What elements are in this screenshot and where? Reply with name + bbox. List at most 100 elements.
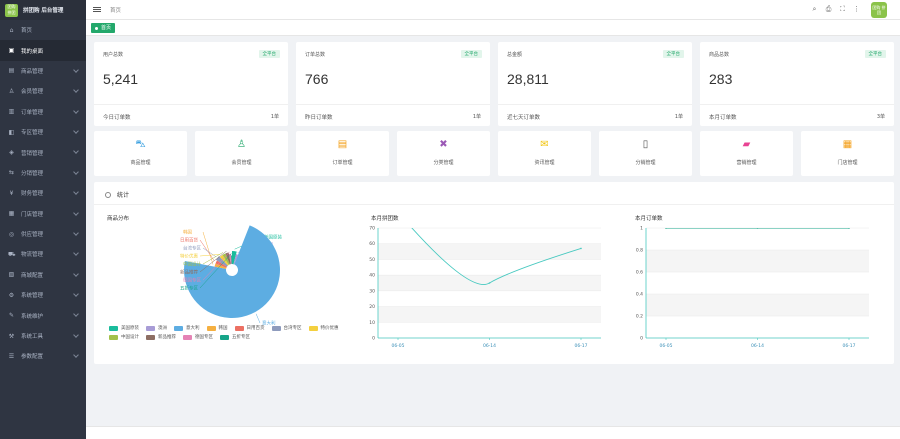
status-badge: 全平台 <box>460 50 482 58</box>
sidebar-item-3[interactable]: ♙ 会员管理 <box>0 81 86 101</box>
shortcut-tile-0[interactable]: ⛍ 商品管理 <box>94 131 187 176</box>
shortcut-label: 订单管理 <box>332 160 353 166</box>
menu-toggle-icon[interactable] <box>93 5 101 14</box>
sidebar-item-label: 专区管理 <box>21 130 44 137</box>
legend-item[interactable]: 澳洲 <box>146 325 167 331</box>
status-badge: 全平台 <box>258 50 280 58</box>
avatar[interactable]: 团购 拼团 <box>871 2 887 18</box>
sidebar-item-label: 财务管理 <box>21 191 44 198</box>
sidebar-item-9[interactable]: ▦ 门店管理 <box>0 204 86 224</box>
breadcrumb[interactable]: 首页 <box>110 7 122 14</box>
pie-slice[interactable] <box>228 253 232 265</box>
sidebar-item-7[interactable]: ⇆ 分销管理 <box>0 163 86 183</box>
shortcut-tile-2[interactable]: ▤ 订单管理 <box>296 131 389 176</box>
sidebar-item-5[interactable]: ◧ 专区管理 <box>0 122 86 142</box>
stats-icon <box>105 191 111 198</box>
pie-label: 美国原装 <box>264 234 282 241</box>
shortcut-tile-1[interactable]: ♙ 会员管理 <box>195 131 288 176</box>
pie-slice[interactable] <box>215 260 227 268</box>
shortcut-tile-3[interactable]: ✖ 分类管理 <box>397 131 490 176</box>
sidebar-item-4[interactable]: ▥ 订单管理 <box>0 102 86 122</box>
sidebar-item-16[interactable]: ☰ 参数配置 <box>0 346 86 366</box>
legend-swatch <box>109 325 118 331</box>
data-point[interactable] <box>488 282 491 284</box>
pie-slice[interactable] <box>231 255 232 265</box>
legend-swatch <box>146 334 155 340</box>
search-icon[interactable]: ⌕ <box>812 5 817 13</box>
data-point[interactable] <box>848 227 850 229</box>
status-badge: 全平台 <box>864 50 886 58</box>
phone-icon: ▯ <box>642 139 649 150</box>
app-logo[interactable]: 团购 拼团 拼团购 后台管理 <box>0 0 86 20</box>
fullscreen-icon[interactable]: ⛶ <box>840 5 845 13</box>
legend-item[interactable]: 日用百货 <box>234 325 265 331</box>
legend-swatch <box>109 334 118 340</box>
legend-swatch <box>174 325 183 331</box>
clipboard-icon: ▤ <box>337 139 348 150</box>
shortcut-tile-6[interactable]: ▰ 营销管理 <box>700 131 793 176</box>
tools-icon: ⚒ <box>8 332 15 340</box>
panel-title: 统计 <box>105 190 129 199</box>
sidebar-item-10[interactable]: ◎ 供应管理 <box>0 224 86 244</box>
pie-slice[interactable] <box>225 252 231 265</box>
news-icon: ✉ <box>540 139 549 150</box>
chevron-down-icon <box>73 230 79 236</box>
sidebar-item-1[interactable]: ▣ 我的桌面 <box>0 40 86 61</box>
shortcut-tile-7[interactable]: ▦ 门店管理 <box>801 131 894 176</box>
sidebar-item-8[interactable]: ¥ 财务管理 <box>0 183 86 203</box>
stat-title: 用户总数 <box>103 52 124 58</box>
pie-slice[interactable] <box>219 255 229 266</box>
stat-footer-label: 今日订单数 <box>103 115 131 121</box>
data-point[interactable] <box>580 247 582 250</box>
sidebar-item-label: 系统管理 <box>21 293 44 300</box>
print-icon[interactable]: ⎙ <box>825 5 832 13</box>
shortcut-tile-4[interactable]: ✉ 资讯管理 <box>498 131 591 176</box>
sidebar-item-14[interactable]: ✎ 系统维护 <box>0 305 86 325</box>
legend-label: 韩国 <box>218 326 228 331</box>
legend-item[interactable]: 意大利 <box>174 325 200 331</box>
sidebar: 团购 拼团 拼团购 后台管理 ⌂ 首页 ▣ 我的桌面 ▤ 商品管理 ♙ 会员管理 ▥ 订单管理 ◧ 专… <box>0 0 86 439</box>
legend-item[interactable]: 中国设计 <box>109 334 139 340</box>
pie-slice[interactable] <box>184 225 280 318</box>
pie-label: 新品推荐 <box>180 269 198 276</box>
chevron-down-icon <box>73 189 79 195</box>
sidebar-item-2[interactable]: ▤ 商品管理 <box>0 61 86 81</box>
chevron-down-icon <box>73 168 79 175</box>
data-point[interactable] <box>665 227 667 229</box>
desktop-icon: ▣ <box>8 47 15 55</box>
shortcut-tile-5[interactable]: ▯ 分销管理 <box>599 131 692 176</box>
more-icon[interactable]: ⋮ <box>853 5 860 13</box>
tab-home[interactable]: 首页 <box>91 23 116 33</box>
legend-label: 日用百货 <box>246 326 265 331</box>
data-point[interactable] <box>756 227 759 229</box>
chevron-down-icon <box>73 352 79 359</box>
sidebar-item-13[interactable]: ⚙ 系统管理 <box>0 285 86 305</box>
pie-slice[interactable] <box>215 256 228 267</box>
statistics-panel: 统计 商品分布 美国原装澳洲意大利韩国日用百货台湾专区特价优惠中国设计新品推荐德… <box>94 182 894 364</box>
stat-card: 订单总数 全平台 766 昨日订单数 1单 <box>296 42 490 126</box>
legend-label: 新品推荐 <box>158 335 176 340</box>
sidebar-item-label: 商城配置 <box>21 272 44 279</box>
sidebar-item-label: 会员管理 <box>21 89 44 96</box>
logistics-icon: ⛟ <box>8 250 16 258</box>
chevron-down-icon <box>73 107 79 114</box>
sidebar-item-12[interactable]: ▧ 商城配置 <box>0 265 86 285</box>
legend-item[interactable]: 德国专区 <box>183 334 213 340</box>
pie-legend: 美国原装 澳洲 意大利 韩国 日用百货 台湾专区 特价优惠中国设计 新品推荐 德国专区 五折专区 <box>109 325 359 340</box>
sidebar-item-6[interactable]: ◈ 营销管理 <box>0 142 86 162</box>
pie-slice[interactable] <box>232 251 237 265</box>
stat-title: 订单总数 <box>305 52 326 58</box>
legend-item[interactable]: 台湾专区 <box>271 325 302 331</box>
chevron-down-icon <box>73 250 79 257</box>
legend-item[interactable]: 美国原装 <box>109 325 139 331</box>
sidebar-item-11[interactable]: ⛟ 物流管理 <box>0 244 86 264</box>
legend-item[interactable]: 新品推荐 <box>146 334 176 340</box>
pie-slice[interactable] <box>233 254 239 265</box>
legend-item[interactable]: 五折专区 <box>220 334 250 340</box>
sidebar-item-15[interactable]: ⚒ 系统工具 <box>0 326 86 346</box>
logo-badge: 团购 拼团 <box>5 3 18 17</box>
maintenance-icon: ✎ <box>8 312 15 320</box>
legend-item[interactable]: 韩国 <box>206 325 228 331</box>
sidebar-item-0[interactable]: ⌂ 首页 <box>0 20 86 40</box>
legend-item[interactable]: 特价优惠 <box>308 325 339 331</box>
